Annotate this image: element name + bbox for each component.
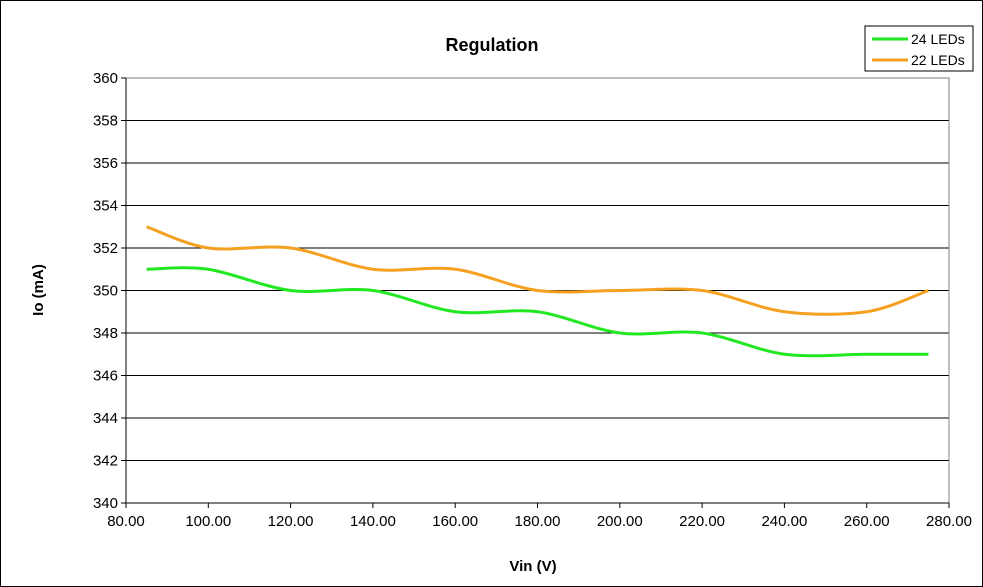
x-tick-label: 120.00 — [268, 513, 314, 530]
legend-label-22-leds: 22 LEDs — [911, 52, 965, 68]
y-tick-label: 340 — [93, 495, 118, 512]
y-tick-label: 358 — [93, 113, 118, 130]
y-tick-label: 348 — [93, 325, 118, 342]
axes: 340 342 344 346 348 350 352 354 356 358 360 80.00 10… — [93, 70, 972, 530]
y-tick-label: 354 — [93, 198, 118, 215]
y-tick-label: 352 — [93, 240, 118, 257]
x-axis-title: Vin (V) — [509, 558, 556, 575]
y-tick-label: 342 — [93, 453, 118, 470]
x-tick-label: 180.00 — [515, 513, 561, 530]
chart-title: Regulation — [446, 35, 539, 55]
x-tick-label: 80.00 — [107, 513, 145, 530]
series-line-24-leds — [146, 266, 929, 358]
series-lines — [146, 225, 929, 358]
y-tick-label: 344 — [93, 410, 118, 427]
legend: 24 LEDs 22 LEDs — [864, 25, 974, 72]
y-tick-label: 350 — [93, 283, 118, 300]
x-tick-label: 220.00 — [679, 513, 725, 530]
y-axis-title: Io (mA) — [30, 264, 47, 316]
legend-label-24-leds: 24 LEDs — [911, 31, 965, 47]
x-tick-label: 140.00 — [350, 513, 396, 530]
series-line-22-leds — [146, 225, 929, 316]
x-tick-label: 260.00 — [844, 513, 890, 530]
y-tick-label: 346 — [93, 368, 118, 385]
y-tick-label: 356 — [93, 155, 118, 172]
x-tick-label: 240.00 — [761, 513, 807, 530]
x-tick-label: 100.00 — [185, 513, 231, 530]
x-tick-label: 160.00 — [432, 513, 478, 530]
x-tick-label: 280.00 — [926, 513, 972, 530]
legend-box — [864, 25, 974, 72]
x-tick-label: 200.00 — [597, 513, 643, 530]
y-tick-label: 360 — [93, 70, 118, 87]
